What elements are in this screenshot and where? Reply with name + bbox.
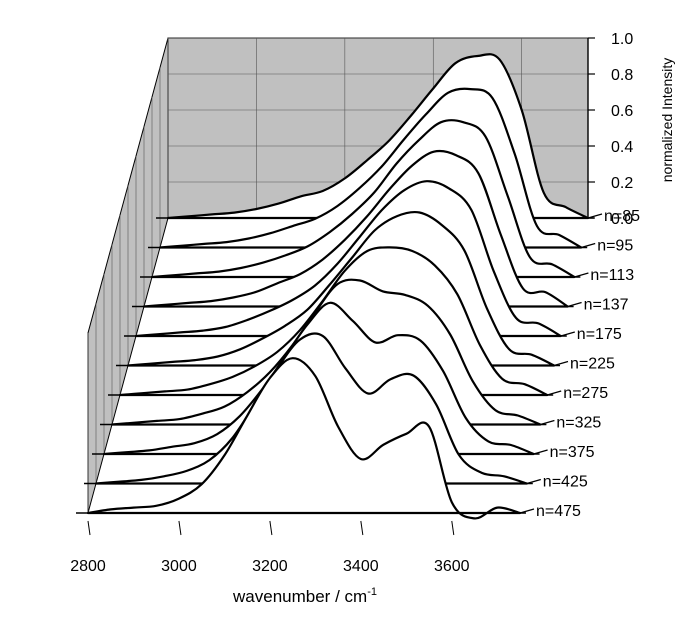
label-leader [547,390,562,396]
z-tick-label: 1.0 [611,31,633,48]
x-tick [360,520,364,536]
x-tick-label: 2800 [70,558,106,575]
label-leader [553,360,569,367]
label-leader [574,272,589,278]
label-leader [526,478,541,485]
z-tick-label: 0.0 [611,211,633,228]
left-side-panel [87,37,169,514]
intensity-axis: 0.0 0.2 0.4 0.6 0.8 1.0 [587,31,633,228]
label-leader [519,508,535,514]
series-label: n=113 [590,267,634,284]
x-axis-title-text: wavenumber / cm [232,587,367,606]
spectrum-line [86,357,522,520]
label-leader [581,242,596,249]
series-label: n=95 [597,238,633,255]
label-leader [540,419,555,426]
series-label: n=275 [563,385,608,402]
series-label: n=137 [584,297,629,314]
series-label: n=375 [550,444,595,461]
x-axis-title-sup: -1 [367,586,377,598]
z-tick-label: 0.2 [611,175,633,192]
series-label: n=175 [577,326,622,343]
front-x-axis: 2800 3000 3200 3400 3600 [70,512,520,575]
series-label: n=85 [604,208,640,225]
x-tick-label: 3000 [161,558,197,575]
series-labels: n=85 n=95 n=113 n=137 n=175 n=225 n=275 n=325 n=… [519,208,640,520]
x-tick-label: 3400 [343,558,379,575]
label-leader [560,331,575,337]
x-tick [178,520,182,536]
x-tick [87,520,91,536]
x-axis-title: wavenumber / cm-1 [232,586,377,606]
label-leader [567,301,582,308]
x-tick [451,520,455,536]
spectra-series [86,53,590,520]
z-axis-title: normalized Intensity [659,58,675,183]
z-tick-label: 0.6 [611,103,633,120]
z-tick-label: 0.4 [611,139,633,156]
series-label: n=225 [570,356,615,373]
series-label: n=475 [536,503,581,520]
x-tick [269,520,273,536]
label-leader [533,449,548,455]
z-tick-label: 0.8 [611,67,633,84]
label-leader [587,213,603,219]
series-label: n=325 [556,415,601,432]
x-tick-label: 3200 [252,558,288,575]
series-label: n=425 [543,474,588,491]
x-tick-label: 3600 [434,558,470,575]
